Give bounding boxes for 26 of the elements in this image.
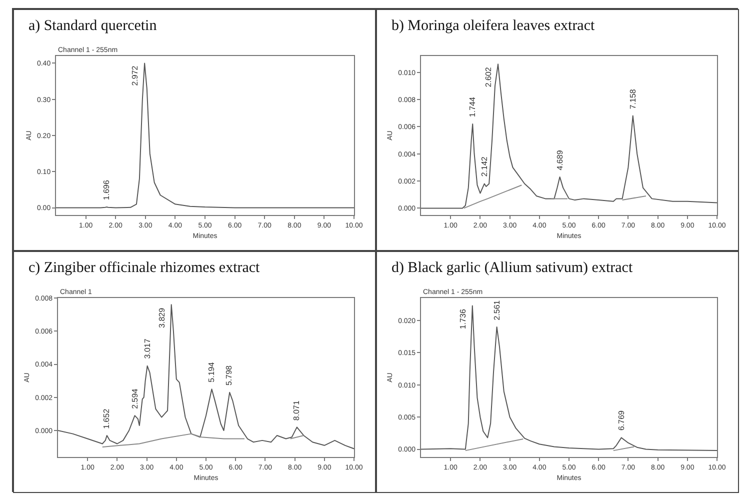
annotation: 2.142	[480, 156, 490, 177]
line-series	[102, 433, 245, 448]
line-series	[421, 64, 717, 209]
annotation: 2.602	[484, 66, 493, 88]
annotation: 3.017	[142, 338, 152, 359]
annotation: 7.158	[628, 88, 638, 110]
annotation: 1.736	[458, 308, 468, 330]
chart-title: a) Standard quercetin	[28, 18, 158, 34]
line-series	[56, 62, 354, 208]
annotation: 1.652	[102, 408, 111, 429]
annotation: 1.696	[102, 180, 111, 200]
chart-title: c) Zingiber officinale rhizomes extract	[28, 260, 261, 276]
annotation: 4.689	[555, 150, 564, 170]
annotation: 3.829	[158, 307, 167, 328]
annotation: 2.972	[130, 65, 140, 86]
line-series	[58, 304, 354, 450]
chart-title: d) Black garlic (Allium sativum) extract	[391, 260, 634, 276]
annotation: 2.561	[492, 300, 502, 320]
annotation: 2.594	[130, 388, 140, 409]
annotation: 1.744	[468, 96, 478, 118]
annotation: 8.071	[292, 400, 302, 421]
annotation: 5.194	[207, 362, 216, 382]
annotation: 5.798	[224, 364, 234, 386]
annotation: 6.769	[617, 410, 626, 431]
line-series	[463, 184, 522, 209]
chart-title: b) Moringa oleifera leaves extract	[391, 18, 596, 34]
